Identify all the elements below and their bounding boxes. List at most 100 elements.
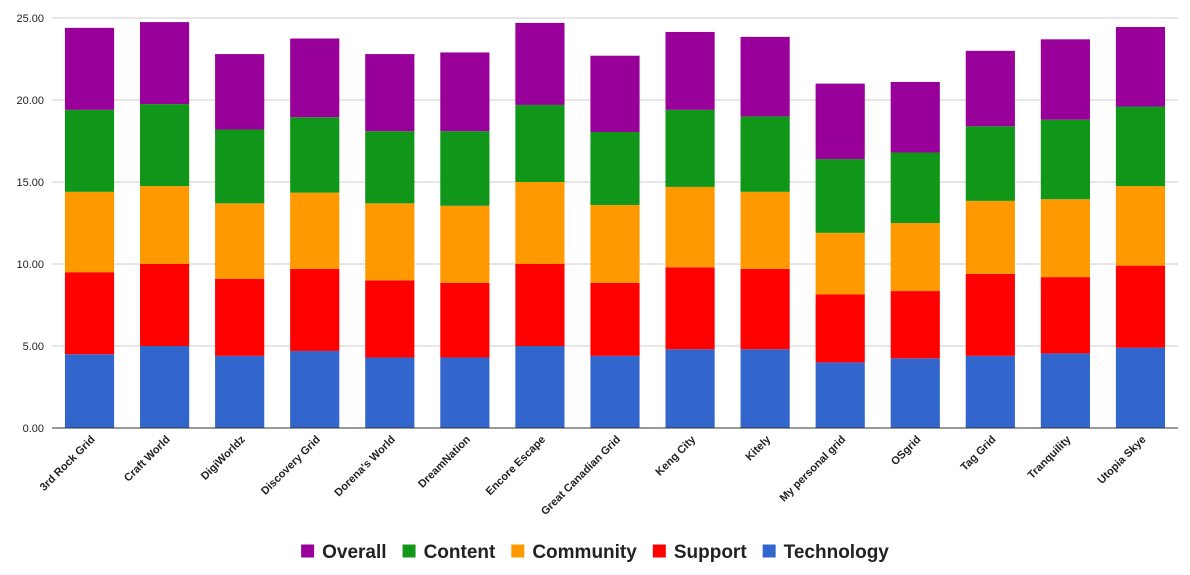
bar-craft-world-content [140, 104, 190, 187]
bar-kitely-support [740, 268, 790, 350]
x-tick-label: Discovery Grid [259, 434, 323, 498]
legend-swatch-technology [762, 544, 776, 558]
bar-tag-grid-community [965, 200, 1015, 274]
bar-encore-escape-content [515, 104, 565, 182]
bar-craft-world-overall [140, 22, 190, 105]
bar-tranquility-technology [1040, 353, 1090, 428]
bar-encore-escape-technology [515, 346, 565, 428]
bar-great-canadian-grid-community [590, 204, 640, 283]
legend-label-support: Support [674, 542, 747, 563]
bar-kitely-content [740, 116, 790, 192]
x-tick-label: DreamNation [416, 433, 473, 490]
y-tick-label: 25.00 [16, 13, 44, 25]
bar-encore-escape-overall [515, 22, 565, 105]
bar-3rd-rock-grid-community [64, 191, 115, 273]
bar-craft-world-support [140, 264, 190, 346]
bar-tranquility-content [1040, 119, 1090, 200]
y-tick-label: 10.00 [16, 259, 44, 271]
bar-dreamnation-overall [440, 52, 490, 132]
bar-dorena-s-world-overall [365, 54, 415, 132]
x-tick-label: Tag Grid [959, 434, 999, 474]
bar-osgrid-technology [890, 358, 940, 428]
x-tick-label: DigiWorldz [199, 433, 248, 482]
bar-great-canadian-grid-technology [590, 355, 640, 428]
legend-label-overall: Overall [322, 542, 386, 563]
bar-discovery-grid-technology [290, 350, 340, 428]
bar-osgrid-community [890, 223, 940, 292]
x-tick-label: Kitely [744, 433, 774, 463]
bar-3rd-rock-grid-overall [64, 27, 115, 110]
bar-dreamnation-technology [440, 357, 490, 428]
bar-tranquility-community [1040, 199, 1090, 278]
bar-my-personal-grid-overall [815, 83, 865, 160]
bar-encore-escape-community [515, 182, 565, 264]
bar-utopia-skye-technology [1115, 347, 1166, 428]
bar-discovery-grid-community [290, 192, 340, 269]
bar-keng-city-content [665, 109, 715, 187]
bar-craft-world-community [140, 186, 190, 264]
bar-my-personal-grid-community [815, 232, 865, 295]
x-tick-label: Utopia Skye [1096, 434, 1149, 487]
bar-dreamnation-content [440, 131, 490, 206]
x-tick-label: Craft World [122, 434, 173, 485]
bar-digiworldz-community [215, 203, 265, 279]
bar-3rd-rock-grid-content [64, 109, 115, 192]
legend: Overall Content Community Support Technology [301, 542, 889, 563]
x-tick-label: Keng City [653, 433, 698, 478]
y-tick-label: 0.00 [23, 423, 44, 435]
legend-label-content: Content [424, 542, 496, 563]
x-tick-label: My personal grid [778, 434, 849, 505]
x-tick-label: Encore Escape [484, 434, 548, 498]
x-tick-label: Great Canadian Grid [539, 434, 623, 518]
bar-digiworldz-overall [215, 54, 265, 130]
y-tick-label: 5.00 [23, 341, 44, 353]
x-tick-label: OSgrid [889, 434, 923, 468]
bar-great-canadian-grid-overall [590, 55, 640, 132]
x-tick-label: Tranquility [1026, 433, 1074, 481]
bar-dorena-s-world-content [365, 131, 415, 204]
bar-dorena-s-world-support [365, 280, 415, 358]
legend-swatch-content [402, 544, 416, 558]
bar-utopia-skye-overall [1115, 27, 1166, 107]
bar-digiworldz-content [215, 129, 265, 204]
bar-dorena-s-world-technology [365, 357, 415, 428]
bar-tranquility-overall [1040, 39, 1090, 120]
bar-utopia-skye-content [1115, 106, 1166, 187]
bar-dreamnation-community [440, 205, 490, 283]
legend-swatch-support [652, 544, 666, 558]
bar-keng-city-support [665, 267, 715, 350]
bar-digiworldz-support [215, 278, 265, 356]
y-tick-label: 15.00 [16, 177, 44, 189]
bar-kitely-overall [740, 36, 790, 117]
bars [64, 22, 1166, 428]
bar-utopia-skye-community [1115, 186, 1166, 266]
bar-utopia-skye-support [1115, 265, 1166, 348]
bar-my-personal-grid-support [815, 294, 865, 363]
bar-osgrid-overall [890, 81, 940, 153]
bar-discovery-grid-content [290, 117, 340, 193]
bar-keng-city-overall [665, 31, 715, 110]
x-tick-label: Dorena's World [332, 434, 398, 500]
bar-great-canadian-grid-content [590, 131, 640, 205]
legend-label-community: Community [532, 542, 637, 563]
bar-craft-world-technology [140, 346, 190, 428]
bar-kitely-technology [740, 349, 790, 428]
bar-tag-grid-technology [965, 355, 1015, 428]
bar-great-canadian-grid-support [590, 282, 640, 356]
bar-dreamnation-support [440, 282, 490, 358]
bar-tag-grid-overall [965, 50, 1015, 127]
bar-dorena-s-world-community [365, 203, 415, 281]
bar-my-personal-grid-content [815, 159, 865, 233]
legend-swatch-overall [301, 544, 315, 558]
y-tick-label: 20.00 [16, 95, 44, 107]
bar-keng-city-technology [665, 349, 715, 428]
bar-3rd-rock-grid-technology [64, 354, 115, 428]
bar-tag-grid-content [965, 126, 1015, 201]
bar-discovery-grid-support [290, 268, 340, 351]
bar-digiworldz-technology [215, 355, 265, 428]
bar-keng-city-community [665, 186, 715, 268]
bar-encore-escape-support [515, 264, 565, 346]
bar-discovery-grid-overall [290, 38, 340, 118]
bar-kitely-community [740, 191, 790, 269]
